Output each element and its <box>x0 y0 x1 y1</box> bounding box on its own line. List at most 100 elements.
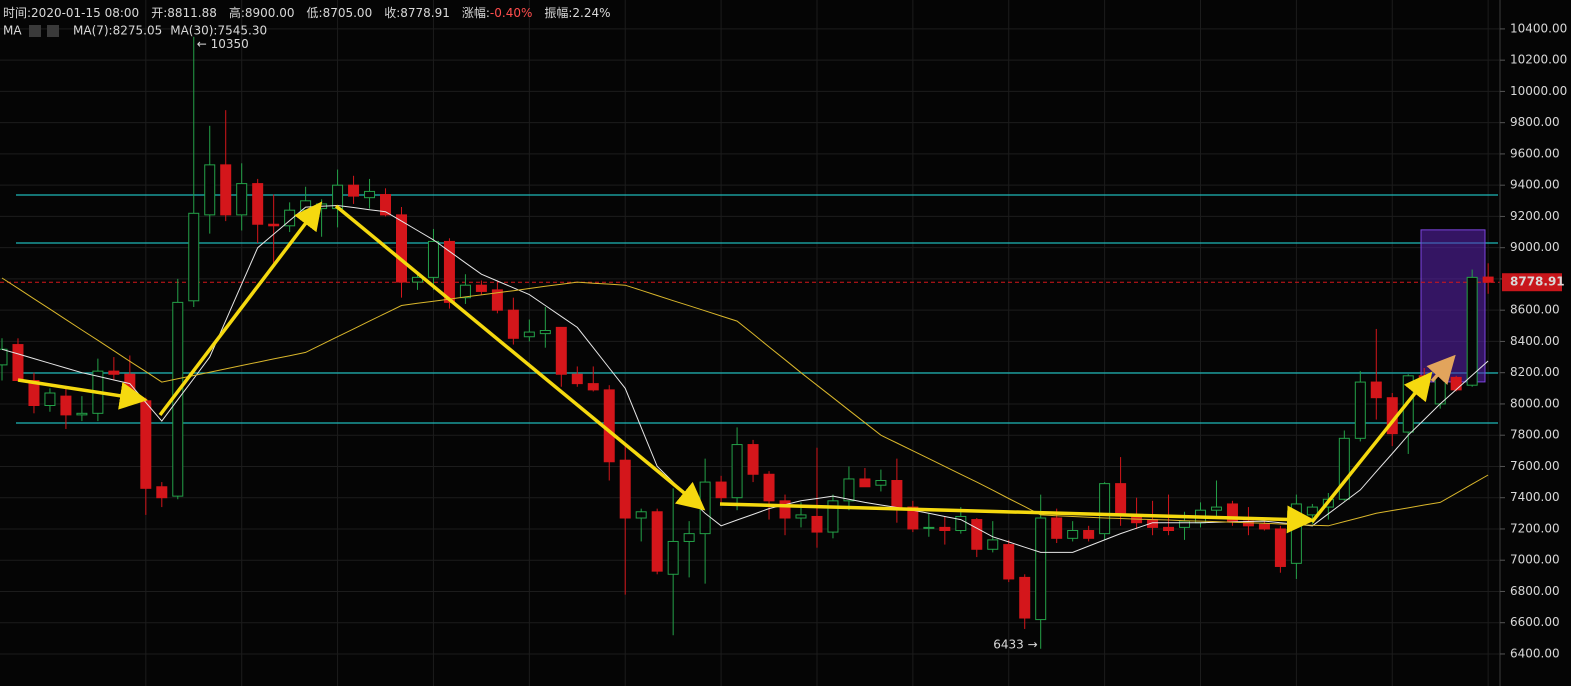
candle-body <box>1179 520 1191 528</box>
candle-body <box>1258 523 1270 530</box>
y-tick-label: 8200.00 <box>1510 365 1560 379</box>
candle-body <box>28 380 40 407</box>
trend-arrow <box>158 201 323 417</box>
candle-body <box>1099 483 1111 535</box>
grid <box>0 0 1500 686</box>
legend-entry: MA(7):8275.05 <box>73 24 162 38</box>
y-tick-label: 7600.00 <box>1510 459 1560 473</box>
candle-body <box>156 486 168 499</box>
y-tick-label: 9800.00 <box>1510 115 1560 129</box>
candle-body <box>188 212 200 302</box>
ma-line <box>1 204 1489 553</box>
candle-body <box>875 480 887 486</box>
candle-body <box>60 395 72 416</box>
trend-arrow <box>334 204 706 511</box>
y-tick-label: 9200.00 <box>1510 209 1560 223</box>
trend-arrow <box>719 502 1315 534</box>
candle-body <box>587 383 599 391</box>
candle-body <box>827 500 839 533</box>
y-tick-label: 10400.00 <box>1510 21 1567 35</box>
info-label: 振幅: <box>544 5 572 20</box>
candle-body <box>1019 576 1031 619</box>
y-tick-label: 8000.00 <box>1510 396 1560 410</box>
trend-arrow <box>1426 354 1456 385</box>
candle-body <box>1338 437 1350 500</box>
info-value: -0.40% <box>490 6 532 20</box>
candle-body <box>411 276 423 283</box>
candle-body <box>236 183 248 216</box>
candle-body <box>1306 506 1318 516</box>
candle-body <box>1466 276 1478 386</box>
candle-body <box>939 526 951 532</box>
trend-arrows <box>17 201 1456 534</box>
candle-body <box>571 373 583 385</box>
candle-body <box>268 223 280 227</box>
y-tick-label: 7200.00 <box>1510 521 1560 535</box>
info-value: 8778.91 <box>400 6 450 20</box>
candle-body <box>1354 381 1366 439</box>
candle-body <box>747 444 759 475</box>
candle-body <box>1482 276 1494 283</box>
ma-close-icon[interactable] <box>47 25 59 37</box>
y-tick-label: 7000.00 <box>1510 553 1560 567</box>
candle-body <box>1051 517 1063 539</box>
candle-body <box>140 400 152 489</box>
y-tick-label: 7800.00 <box>1510 428 1560 442</box>
y-tick-label: 9400.00 <box>1510 178 1560 192</box>
candle-body <box>907 506 919 530</box>
candle-body <box>1003 544 1015 580</box>
candle-body <box>0 348 8 366</box>
info-label: 高: <box>229 5 245 20</box>
last-price-tag <box>1502 273 1562 292</box>
y-tick-label: 8600.00 <box>1510 303 1560 317</box>
candle-body <box>891 480 903 508</box>
candle-body <box>683 533 695 542</box>
candle-body <box>44 392 56 407</box>
legend: MA(7):8275.05 MA(30):7545.30 <box>73 24 267 38</box>
candle-body <box>348 184 360 197</box>
candle-body <box>539 329 551 335</box>
candle-body <box>923 526 935 529</box>
info-value: 2.24% <box>572 6 610 20</box>
candle-body <box>699 481 711 535</box>
info-value: 8900.00 <box>245 6 295 20</box>
candle-body <box>1370 381 1382 399</box>
candle-body <box>1115 483 1127 516</box>
y-tick-label: 9000.00 <box>1510 240 1560 254</box>
candle-body <box>491 289 503 311</box>
candle-body <box>12 344 24 382</box>
candle-body <box>204 164 216 216</box>
candle-body <box>1067 530 1079 539</box>
y-tick-label: 10000.00 <box>1510 84 1567 98</box>
candle-body <box>252 183 264 225</box>
candle-body <box>795 514 807 519</box>
ma-settings-icon[interactable] <box>29 25 41 37</box>
candle-body <box>475 284 487 292</box>
candle-body <box>667 540 679 575</box>
y-tick-label: 10200.00 <box>1510 53 1567 67</box>
info-label: 低: <box>307 6 323 20</box>
candle-body <box>108 370 120 375</box>
candle-body <box>1434 375 1446 405</box>
candle-body <box>651 511 663 572</box>
info-value: 8705.00 <box>323 6 373 20</box>
candle-body <box>811 515 823 533</box>
candle-body <box>220 164 232 216</box>
info-value: 8811.88 <box>167 6 217 20</box>
candle-body <box>1210 506 1222 511</box>
ma-line <box>1 277 1489 527</box>
trend-arrow <box>17 378 148 410</box>
trend-arrow <box>1310 371 1433 524</box>
y-tick-label: 6600.00 <box>1510 615 1560 629</box>
candle-body <box>1290 503 1302 564</box>
candle-body <box>971 519 983 550</box>
candle-body <box>1083 530 1095 539</box>
y-tick-label: 7400.00 <box>1510 490 1560 504</box>
candle-body <box>859 478 871 488</box>
ma-title: MA <box>3 24 22 38</box>
info-label: 涨幅: <box>462 5 490 20</box>
info-header: 时间:2020-01-15 08:00 开:8811.88 高:8900.00 低:8… <box>3 5 611 20</box>
candle-body <box>619 459 631 519</box>
